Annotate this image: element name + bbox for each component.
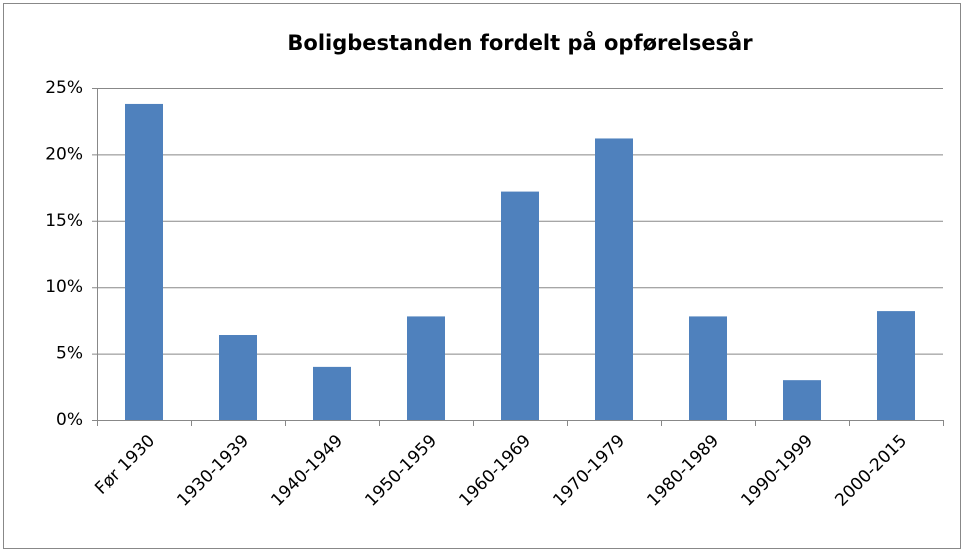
chart-title: Boligbestanden fordelt på opførelsesår	[287, 30, 753, 55]
y-tick-label: 15%	[45, 211, 83, 231]
bar	[219, 335, 257, 420]
bar	[689, 316, 727, 420]
bar	[501, 191, 539, 420]
bar	[877, 311, 915, 420]
bar	[595, 138, 633, 421]
y-tick-label: 0%	[56, 410, 83, 430]
y-tick-label: 5%	[56, 344, 83, 364]
bar	[313, 366, 351, 420]
bar	[783, 380, 821, 420]
y-tick-label: 10%	[45, 277, 83, 297]
y-tick-label: 25%	[45, 78, 83, 98]
bar	[407, 316, 445, 420]
bar	[125, 103, 163, 420]
y-tick-label: 20%	[45, 144, 83, 164]
